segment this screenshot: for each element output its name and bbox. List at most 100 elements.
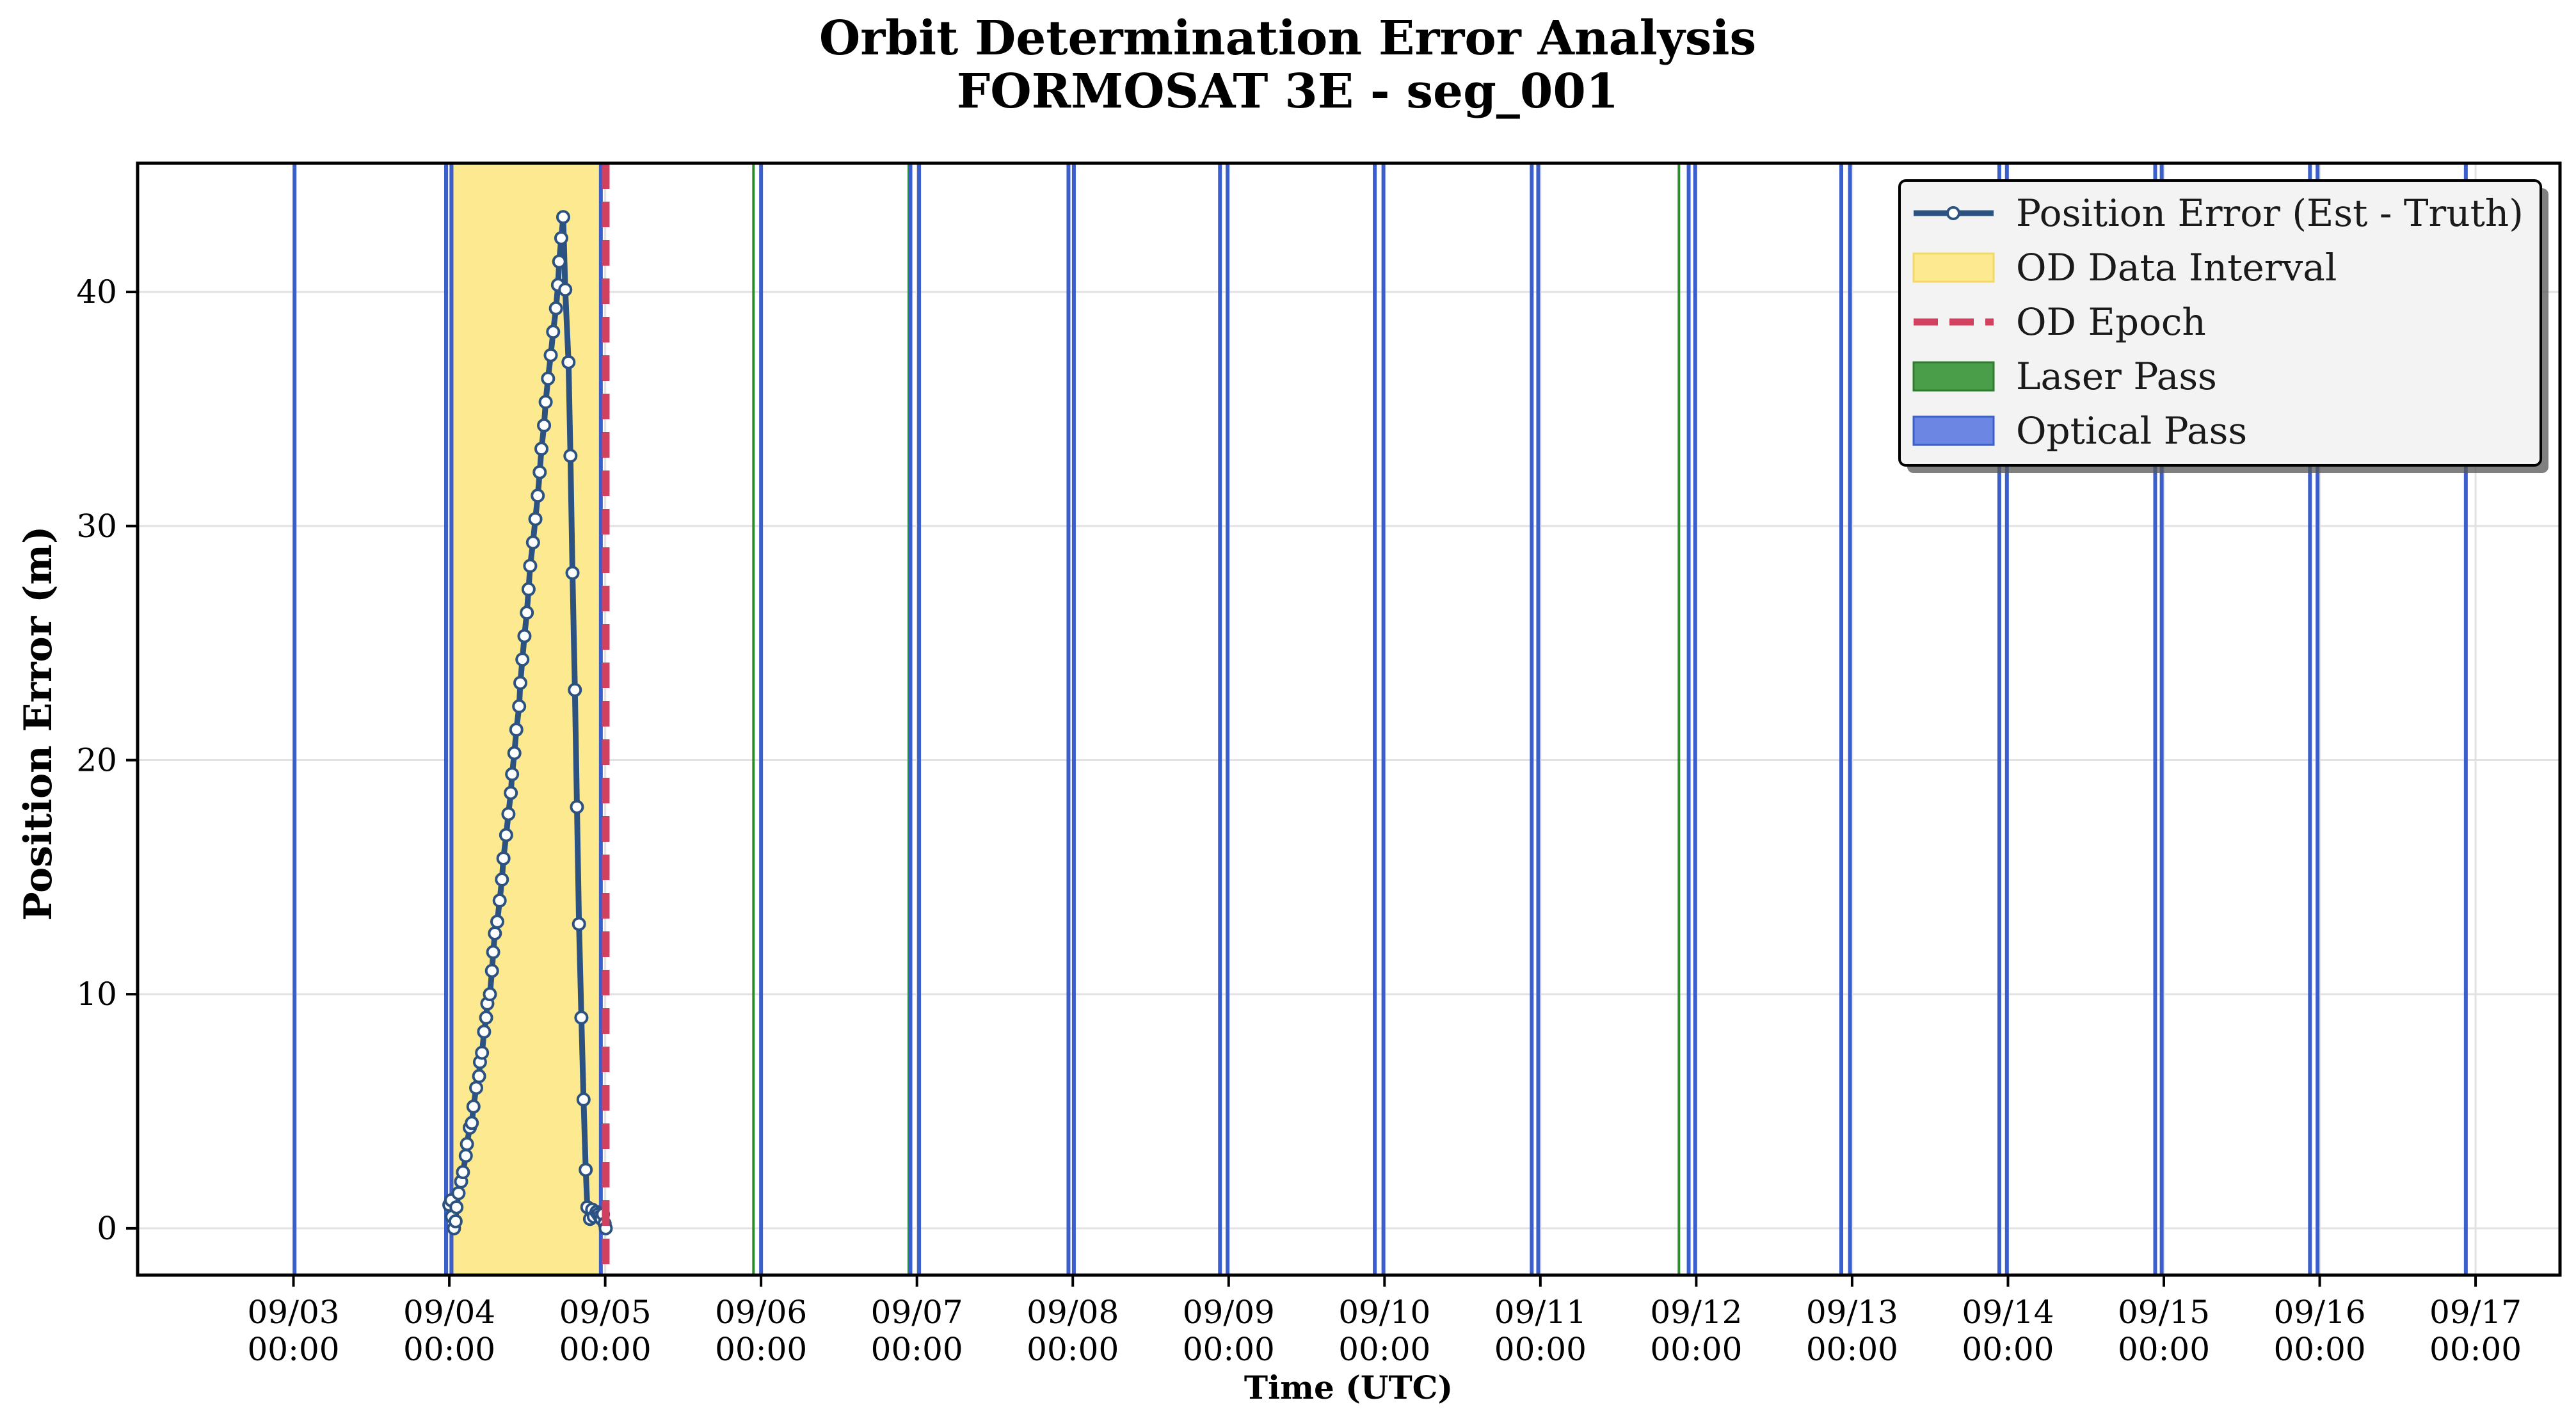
error-point	[525, 535, 540, 550]
error-point	[451, 1186, 466, 1201]
x-tick-label-time: 00:00	[559, 1331, 652, 1368]
error-point	[515, 652, 530, 667]
legend: Position Error (Est - Truth) OD Data Inte…	[1898, 179, 2548, 473]
x-tick-label-time: 00:00	[1806, 1331, 1898, 1368]
y-tick-label: 0	[97, 1210, 117, 1247]
error-point	[558, 282, 573, 297]
x-tick-label-date: 09/13	[1806, 1294, 1898, 1331]
error-point	[554, 231, 568, 246]
y-axis-ticks: 0 10 20 30 40	[76, 273, 138, 1247]
x-tick-label-date: 09/11	[1494, 1294, 1587, 1331]
x-tick-label-date: 09/17	[2429, 1294, 2522, 1331]
error-point	[534, 442, 549, 456]
legend-items: Position Error (Est - Truth) OD Data Inte…	[1912, 191, 2524, 453]
x-tick-label-date: 09/14	[1962, 1294, 2054, 1331]
error-point	[449, 1200, 464, 1214]
plot-frame	[136, 161, 2562, 1277]
error-point	[456, 1165, 470, 1180]
error-point	[448, 1214, 463, 1228]
error-point	[552, 254, 566, 269]
error-point	[537, 418, 552, 433]
y-tick-label: 40	[76, 273, 117, 310]
error-point	[528, 511, 543, 526]
x-tick-label-date: 09/04	[403, 1294, 495, 1331]
error-point	[523, 558, 538, 573]
error-point	[543, 348, 558, 362]
error-point	[477, 1024, 492, 1039]
error-point	[495, 872, 509, 887]
error-point	[517, 629, 532, 643]
legend-marker-swatch	[1946, 206, 1960, 220]
x-axis-ticks: 09/0300:0009/0400:0009/0500:0009/0600:00…	[247, 1275, 2522, 1368]
chart-subtitle: FORMOSAT 3E - seg_001	[957, 64, 1619, 119]
legend-label: OD Data Interval	[2016, 246, 2337, 289]
x-tick-label-time: 00:00	[1494, 1331, 1587, 1368]
x-tick-label-time: 00:00	[247, 1331, 339, 1368]
error-point	[475, 1045, 490, 1060]
error-point	[492, 893, 507, 908]
error-point	[572, 917, 586, 931]
x-tick-label-time: 00:00	[1962, 1331, 2054, 1368]
error-point	[512, 699, 527, 714]
legend-patch-swatch	[1912, 361, 1995, 392]
error-point	[521, 582, 536, 597]
x-tick-label-time: 00:00	[871, 1331, 963, 1368]
legend-label: Optical Pass	[2016, 409, 2247, 453]
x-tick-label-date: 09/06	[715, 1294, 807, 1331]
x-tick-label-date: 09/08	[1027, 1294, 1119, 1331]
x-tick-label-time: 00:00	[715, 1331, 807, 1368]
chart-title: Orbit Determination Error Analysis	[819, 11, 1756, 66]
x-tick-label-date: 09/09	[1183, 1294, 1275, 1331]
error-point	[505, 767, 520, 782]
error-point	[546, 325, 561, 339]
y-tick-label: 10	[76, 976, 117, 1013]
x-tick-label-date: 09/16	[2273, 1294, 2365, 1331]
legend-label: Laser Pass	[2016, 355, 2217, 398]
x-tick-label-time: 00:00	[1650, 1331, 1742, 1368]
error-point	[520, 606, 534, 620]
error-point	[556, 210, 570, 225]
error-point	[513, 675, 528, 690]
error-point	[570, 800, 584, 814]
x-tick-label-time: 00:00	[2429, 1331, 2522, 1368]
error-point	[579, 1162, 593, 1177]
y-tick-label: 30	[76, 508, 117, 545]
x-tick-label-time: 00:00	[2273, 1331, 2365, 1368]
y-axis-label: Position Error (m)	[16, 526, 61, 921]
error-point	[488, 926, 502, 941]
legend-box	[1898, 179, 2542, 467]
error-point	[541, 371, 556, 386]
x-tick-label-time: 00:00	[1183, 1331, 1275, 1368]
error-point	[484, 963, 499, 978]
error-point	[565, 565, 580, 580]
error-point	[576, 1092, 591, 1107]
x-tick-label-time: 00:00	[1027, 1331, 1119, 1368]
x-tick-label-time: 00:00	[1338, 1331, 1430, 1368]
error-point	[472, 1069, 486, 1084]
series	[442, 210, 613, 1235]
error-point	[486, 945, 500, 960]
x-tick-label-date: 09/12	[1650, 1294, 1742, 1331]
x-tick-label-time: 00:00	[403, 1331, 495, 1368]
error-point	[496, 851, 511, 866]
x-tick-label-date: 09/05	[559, 1294, 652, 1331]
error-point	[465, 1116, 479, 1130]
legend-patch-swatch	[1912, 252, 1995, 283]
error-point	[574, 1010, 589, 1025]
error-point	[499, 828, 513, 842]
error-point	[490, 914, 504, 929]
passes	[292, 163, 2468, 1275]
error-point	[568, 682, 582, 697]
error-point	[548, 301, 563, 316]
error-point	[531, 488, 545, 503]
error-point	[532, 465, 547, 479]
error-point	[458, 1148, 473, 1163]
legend-label: Position Error (Est - Truth)	[2016, 191, 2524, 235]
error-point	[479, 1010, 493, 1025]
x-tick-label-date: 09/07	[871, 1294, 963, 1331]
legend-label: OD Epoch	[2016, 300, 2206, 344]
error-point	[561, 355, 576, 369]
error-point	[460, 1137, 474, 1152]
error-point	[469, 1081, 484, 1095]
